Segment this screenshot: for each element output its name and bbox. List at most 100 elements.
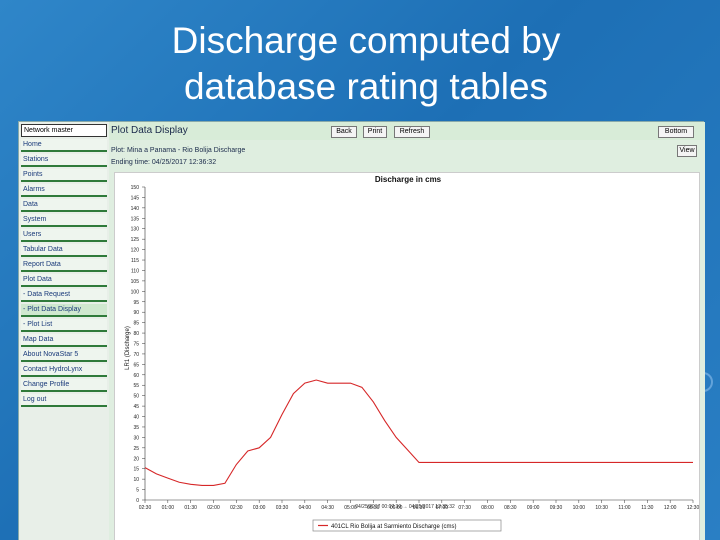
x-tick-label: 08:00 [481,505,494,511]
y-tick-label: 15 [133,467,139,473]
x-tick-label: 09:30 [550,505,563,511]
x-tick-label: 11:00 [618,505,630,511]
y-axis-label: LR1 (Discharge) [125,326,131,370]
sidebar-item-contact[interactable]: Contact HydroLynx [21,364,107,377]
x-tick-label: 08:30 [504,505,517,511]
y-tick-label: 30 [133,435,139,441]
discharge-chart: Discharge in cms LR1 (Discharge) 0 5 10 15 2… [125,175,699,532]
chart-frame: Discharge in cms LR1 (Discharge) 0 5 10 15 2… [114,172,700,540]
y-tick-label: 25 [133,446,139,452]
x-tick-label: 04:30 [321,505,334,511]
series-line [144,379,693,486]
sidebar-item-home[interactable]: Home [21,139,107,152]
x-tick-label: 06:30 [413,505,426,511]
sidebar-item-network-master[interactable]: Network master [21,124,107,137]
x-tick-label: 02:30 [139,505,152,511]
sidebar-item-points[interactable]: Points [21,169,107,182]
y-tick-label: 20 [133,456,139,462]
slide-title: Discharge computed by database rating ta… [0,18,720,110]
sidebar-item-map-data[interactable]: Map Data [21,334,107,347]
x-tick-label: 03:30 [276,505,289,511]
x-tick-label: 12:00 [664,505,677,511]
slide-title-line-2: database rating tables [183,66,549,107]
x-axis: 02:30 01:00 01:30 02:00 02:30 03:00 03:30 04:00… [139,499,699,511]
y-tick-label: 125 [131,237,140,243]
page-title: Plot Data Display [111,125,188,136]
x-tick-label: 07:00 [436,505,449,511]
x-tick-label: 02:30 [230,505,243,511]
y-tick-label: 95 [133,300,139,306]
legend-box [312,519,502,532]
x-tick-label: 03:00 [253,505,266,511]
plot-name-text: Plot: Mina a Panama - Rio Bolija Dischar… [111,147,246,154]
x-tick-label: 11:30 [641,505,653,511]
y-axis: 0 5 10 15 20 25 30 35 40 45 50 55 60 65 70 75 80 85 90 95 10… [131,185,146,504]
header-bar: Plot Data Display Back Print Refresh Bot… [109,122,705,140]
y-tick-label: 80 [133,331,139,337]
legend-label: 401CL Rio Bolija at Sarmiento Discharge … [331,524,457,530]
y-tick-label: 65 [133,362,139,368]
x-tick-label: 01:00 [162,505,175,511]
slide-title-line-1: Discharge computed by [171,20,561,61]
sidebar-item-about[interactable]: About NovaStar 5 [21,349,107,362]
sidebar-item-log-out[interactable]: Log out [21,394,107,407]
x-tick-label: 06:00 [390,505,403,511]
y-tick-label: 115 [131,258,139,264]
x-tick-label: 10:00 [573,505,586,511]
sidebar-item-data-request[interactable]: - Data Request [21,289,107,302]
y-tick-label: 150 [131,185,140,191]
y-tick-label: 50 [133,394,139,400]
sidebar: Network master Home Stations Points Alar… [19,122,109,540]
sidebar-item-plot-data-display[interactable]: - Plot Data Display [21,304,107,317]
back-button[interactable]: Back [331,126,357,138]
y-tick-label: 55 [133,383,139,389]
y-tick-label: 5 [136,488,139,494]
print-button[interactable]: Print [363,126,387,138]
chart-title: Discharge in cms [375,175,442,184]
y-tick-label: 0 [136,498,139,504]
refresh-button[interactable]: Refresh [394,126,430,138]
x-tick-label: 01:30 [184,505,197,511]
main-panel: Plot Data Display Back Print Refresh Bot… [109,122,705,540]
y-tick-label: 90 [133,310,139,316]
y-tick-label: 105 [131,279,140,285]
sidebar-item-plot-data[interactable]: Plot Data [21,274,107,287]
y-tick-label: 100 [131,289,140,295]
y-tick-label: 145 [131,195,140,201]
y-tick-label: 85 [133,321,139,327]
ending-time-text: Ending time: 04/25/2017 12:36:32 [111,159,217,166]
series-layer [144,379,693,486]
sidebar-item-tabular-data[interactable]: Tabular Data [21,244,107,257]
x-tick-label: 05:00 [344,505,357,511]
y-tick-label: 120 [131,248,140,254]
sidebar-item-report-data[interactable]: Report Data [21,259,107,272]
y-tick-label: 140 [131,206,140,212]
x-tick-label: 05:30 [367,505,380,511]
x-tick-label: 09:00 [527,505,540,511]
y-tick-label: 130 [131,227,140,233]
y-tick-label: 45 [133,404,139,410]
view-button[interactable]: View [677,145,697,157]
legend: 401CL Rio Bolija at Sarmiento Discharge … [312,519,502,532]
bottom-button[interactable]: Bottom [658,126,694,138]
sidebar-item-plot-list[interactable]: - Plot List [21,319,107,332]
x-tick-label: 04:00 [299,505,312,511]
y-tick-label: 10 [133,477,139,483]
x-range-label: 04/25/2017 00:07:30 → 04/25/2017 12:35:3… [355,504,455,510]
y-tick-label: 110 [131,268,139,274]
y-tick-label: 40 [133,415,139,421]
x-tick-label: 02:00 [207,505,220,511]
sidebar-item-users[interactable]: Users [21,229,107,242]
y-tick-label: 135 [131,216,140,222]
sidebar-item-stations[interactable]: Stations [21,154,107,167]
sidebar-item-data[interactable]: Data [21,199,107,212]
y-tick-label: 70 [133,352,139,358]
x-tick-label: 07:30 [458,505,471,511]
x-tick-label: 10:30 [595,505,608,511]
sidebar-item-change-profile[interactable]: Change Profile [21,379,107,392]
y-tick-label: 35 [133,425,139,431]
sidebar-item-system[interactable]: System [21,214,107,227]
embedded-app-screenshot: Network master Home Stations Points Alar… [18,121,705,540]
y-tick-label: 75 [133,342,139,348]
sidebar-item-alarms[interactable]: Alarms [21,184,107,197]
